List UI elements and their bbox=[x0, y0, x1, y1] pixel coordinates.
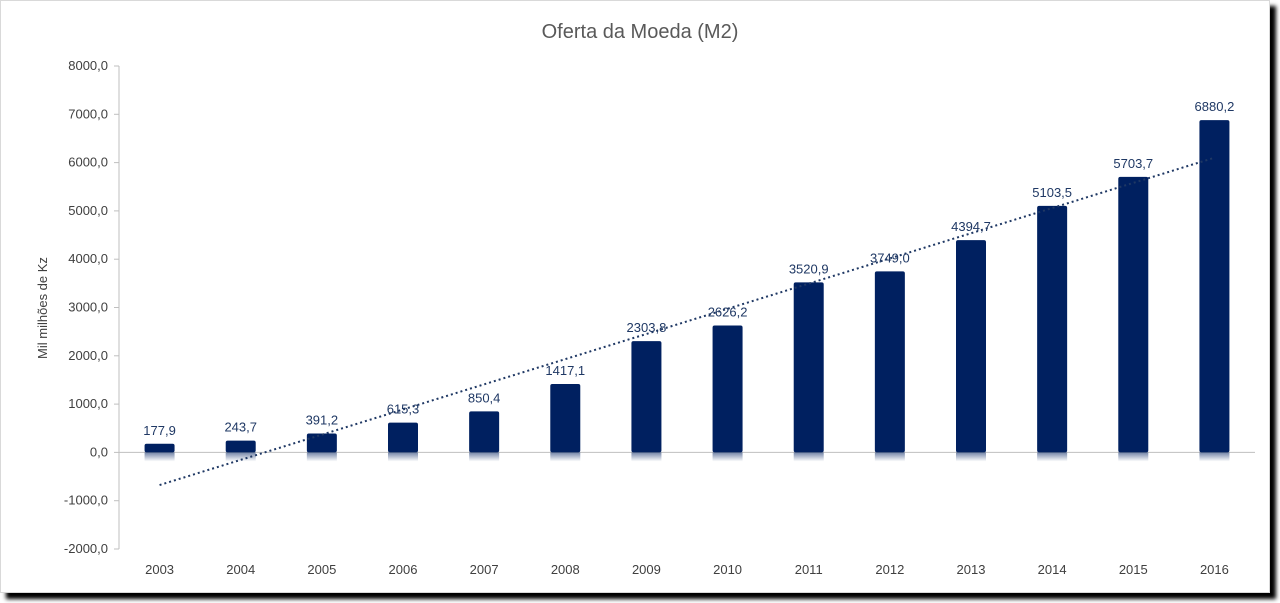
bar bbox=[631, 341, 662, 453]
x-tick-label: 2013 bbox=[957, 562, 986, 577]
bar-shadow bbox=[388, 452, 418, 462]
bar bbox=[874, 271, 905, 453]
bar bbox=[712, 325, 743, 453]
data-label: 177,9 bbox=[143, 423, 176, 438]
bar-shadow bbox=[1118, 452, 1149, 462]
x-tick-label: 2008 bbox=[551, 562, 580, 577]
y-tick-label: -1000,0 bbox=[64, 493, 108, 508]
y-tick-label: 6000,0 bbox=[68, 155, 108, 170]
bar-shadow bbox=[550, 452, 581, 462]
trendline-group bbox=[159, 156, 1215, 486]
bar bbox=[956, 240, 986, 453]
bar-shadow bbox=[225, 452, 256, 462]
bar bbox=[1118, 176, 1149, 453]
bar-shadow bbox=[1037, 452, 1068, 462]
data-label: 615,3 bbox=[387, 402, 420, 417]
bar bbox=[550, 383, 581, 453]
x-tick-label: 2006 bbox=[389, 562, 418, 577]
data-label: 4394,7 bbox=[951, 219, 991, 234]
y-axis: -2000,0 -1000,0 0,0 1000,0 2000,0 3000,0 4000,… bbox=[64, 58, 120, 556]
bar bbox=[1037, 205, 1068, 453]
y-tick-label: 0,0 bbox=[90, 444, 108, 459]
bar-shadow bbox=[793, 452, 824, 462]
y-tick-label: 1000,0 bbox=[68, 396, 108, 411]
data-label: 243,7 bbox=[224, 420, 257, 435]
bar bbox=[469, 411, 500, 453]
bar-shadow bbox=[144, 452, 175, 462]
x-tick-label: 2010 bbox=[713, 562, 742, 577]
x-tick-label: 2007 bbox=[470, 562, 499, 577]
x-tick-label: 2005 bbox=[307, 562, 336, 577]
data-label: 1417,1 bbox=[545, 363, 585, 378]
bar bbox=[1199, 120, 1230, 453]
y-tick-label: 4000,0 bbox=[68, 251, 108, 266]
data-label: 2303,8 bbox=[627, 320, 667, 335]
y-tick-label: 2000,0 bbox=[68, 348, 108, 363]
x-tick-label: 2004 bbox=[226, 562, 255, 577]
data-label: 2626,2 bbox=[708, 305, 748, 320]
bar-shadow bbox=[1199, 452, 1230, 462]
y-tick-label: 8000,0 bbox=[68, 58, 108, 73]
bar-shadow bbox=[469, 452, 500, 462]
bar-shadow bbox=[306, 452, 337, 462]
data-label: 391,2 bbox=[306, 413, 339, 428]
y-tick-label: 5000,0 bbox=[68, 203, 108, 218]
x-tick-label: 2016 bbox=[1200, 562, 1229, 577]
bar bbox=[388, 422, 418, 453]
y-tick-label: 7000,0 bbox=[68, 106, 108, 121]
y-tick-label: -2000,0 bbox=[64, 541, 108, 556]
bar bbox=[144, 443, 175, 453]
y-tick-label: 3000,0 bbox=[68, 300, 108, 315]
chart-frame: Oferta da Moeda (M2) Mil milhões de Kz -… bbox=[0, 0, 1270, 593]
trendline bbox=[159, 156, 1215, 486]
bar bbox=[306, 433, 337, 453]
x-tick-label: 2012 bbox=[875, 562, 904, 577]
x-tick-label: 2015 bbox=[1119, 562, 1148, 577]
data-label: 6880,2 bbox=[1195, 99, 1235, 114]
data-label: 850,4 bbox=[468, 390, 501, 405]
bar bbox=[225, 440, 256, 453]
x-tick-label: 2011 bbox=[795, 562, 823, 577]
x-tick-label: 2003 bbox=[145, 562, 174, 577]
bar-shadow bbox=[712, 452, 743, 462]
bar-shadow bbox=[956, 452, 986, 462]
data-labels: 177,9 243,7 391,2 615,3 850,4 1417,1 2303,8 262… bbox=[143, 99, 1234, 438]
data-label: 5703,7 bbox=[1113, 156, 1153, 171]
x-axis: 2003 2004 2005 2006 2007 2008 2009 2010 2011 2012… bbox=[119, 451, 1255, 577]
bar-shadow bbox=[874, 452, 905, 462]
chart-title: Oferta da Moeda (M2) bbox=[542, 21, 739, 43]
x-tick-label: 2009 bbox=[632, 562, 661, 577]
bar bbox=[793, 282, 824, 453]
bars bbox=[144, 120, 1230, 462]
data-label: 5103,5 bbox=[1032, 185, 1072, 200]
y-axis-label: Mil milhões de Kz bbox=[35, 257, 50, 359]
data-label: 3520,9 bbox=[789, 261, 829, 276]
x-tick-label: 2014 bbox=[1038, 562, 1067, 577]
bar-chart: Oferta da Moeda (M2) Mil milhões de Kz -… bbox=[35, 21, 1255, 577]
bar-shadow bbox=[631, 452, 662, 462]
data-label: 3749,0 bbox=[870, 250, 910, 265]
